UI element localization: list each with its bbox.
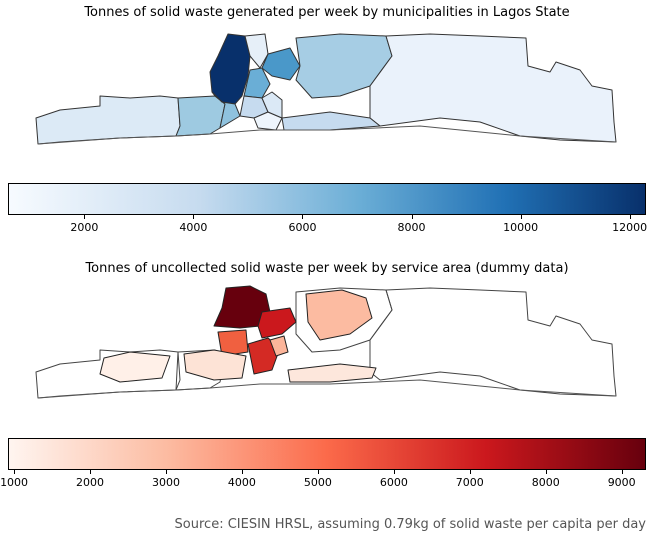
colorbar2-tickmark (90, 470, 91, 474)
service-area-northeast (258, 308, 296, 338)
colorbar2-tickmark (470, 470, 471, 474)
colorbar2-tickmark (166, 470, 167, 474)
colorbar2-tick-label: 5000 (304, 476, 332, 489)
colorbar-uncollected-waste (8, 438, 646, 470)
colorbar1-tickmark (521, 215, 522, 219)
service-area-southwest (184, 350, 246, 380)
colorbar2-tick-label: 1000 (0, 476, 28, 489)
colorbar1-tickmark (412, 215, 413, 219)
colorbar1-tickmark (302, 215, 303, 219)
colorbar2-tick-label: 9000 (608, 476, 636, 489)
lagos-municipalities-map (0, 26, 654, 151)
map2-title: Tonnes of uncollected solid waste per we… (0, 261, 654, 276)
colorbar-waste-generated (8, 183, 646, 215)
colorbar2-tickmark (622, 470, 623, 474)
colorbar2-tick-label: 8000 (532, 476, 560, 489)
colorbar1-tickmark (84, 215, 85, 219)
service-area-east-blob (306, 290, 372, 340)
colorbar2-tick-label: 4000 (228, 476, 256, 489)
colorbar2-tick-label: 7000 (456, 476, 484, 489)
colorbar2-tickmark (318, 470, 319, 474)
service-area-map (0, 282, 654, 407)
service-area-west (100, 352, 170, 382)
colorbar2-tick-label: 3000 (152, 476, 180, 489)
colorbar1-tick-label: 6000 (288, 221, 316, 234)
colorbar1-tick-label: 8000 (398, 221, 426, 234)
map1-title: Tonnes of solid waste generated per week… (0, 5, 654, 20)
colorbar1-tick-label: 4000 (179, 221, 207, 234)
colorbar1-tick-label: 2000 (70, 221, 98, 234)
municipality-north-dark (210, 34, 250, 104)
municipality-southwest (176, 96, 225, 136)
colorbar2-tick-label: 2000 (76, 476, 104, 489)
colorbar2-tickmark (546, 470, 547, 474)
municipality-far-east (370, 34, 616, 142)
colorbar1-tick-label: 10000 (503, 221, 538, 234)
colorbar1-tickmark (630, 215, 631, 219)
colorbar2-tick-label: 6000 (380, 476, 408, 489)
colorbar2-tickmark (242, 470, 243, 474)
municipality-southeast-strip (282, 112, 380, 130)
service-area-south-strip (288, 364, 376, 382)
colorbar1-tickmark (193, 215, 194, 219)
source-note: Source: CIESIN HRSL, assuming 0.79kg of … (175, 517, 646, 532)
colorbar2-tickmark (394, 470, 395, 474)
colorbar2-tickmark (14, 470, 15, 474)
colorbar1-tick-label: 12000 (612, 221, 647, 234)
